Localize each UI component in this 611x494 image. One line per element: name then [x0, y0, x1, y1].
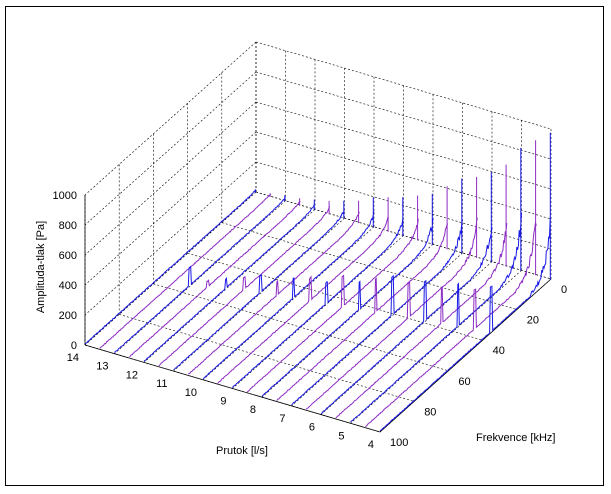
x-tick-label: 60 — [458, 376, 470, 388]
y-tick-label: 6 — [309, 422, 315, 434]
grid-line — [187, 252, 483, 341]
z-tick-label: 0 — [71, 340, 77, 352]
grid-line — [84, 71, 257, 226]
y-tick-label: 13 — [96, 361, 108, 373]
x-axis-label: Frekvence [kHz] — [476, 432, 555, 444]
grid-line — [84, 41, 257, 196]
series-line — [379, 132, 552, 432]
y-tick-label: 12 — [126, 369, 138, 381]
grid-line — [84, 191, 257, 346]
x-tick-label: 40 — [493, 345, 505, 357]
y-tick-label: 7 — [279, 413, 285, 425]
series-line — [173, 200, 345, 371]
series-line — [335, 164, 508, 419]
series-line — [158, 200, 331, 366]
y-tick-label: 14 — [67, 352, 79, 364]
series-line — [276, 186, 449, 401]
y-tick-label: 11 — [156, 378, 167, 390]
series-line — [365, 140, 537, 427]
series-line — [129, 198, 301, 358]
axis-edge — [379, 278, 552, 433]
series-line — [261, 193, 434, 397]
figure-frame: 0 200 400 600 800 1000 4 5 6 7 8 9 10 11 12 13 14 0 20 40 60… — [5, 6, 604, 486]
series-line — [143, 199, 316, 362]
grid — [84, 41, 552, 433]
grid-line — [255, 161, 552, 250]
grid-line — [84, 131, 257, 286]
y-tick-label: 8 — [250, 404, 256, 416]
series-line — [84, 188, 257, 345]
series-line — [291, 178, 463, 406]
grid-line — [255, 71, 552, 160]
spectra-series — [84, 132, 552, 432]
z-tick-label: 800 — [59, 220, 77, 232]
z-tick-label: 200 — [59, 310, 77, 322]
z-axis-label: Amplituda-tlak [Pa] — [35, 221, 47, 313]
series-line — [232, 197, 404, 389]
y-tick-label: 5 — [338, 430, 344, 442]
x-tick-label: 0 — [561, 284, 567, 296]
x-tick-label: 100 — [390, 437, 408, 449]
series-line — [350, 147, 522, 423]
waterfall-chart: 0200400600800100045678910111213140204060… — [35, 41, 568, 457]
series-line — [305, 176, 478, 410]
x-tick-label: 20 — [527, 315, 539, 327]
grid-line — [255, 101, 552, 190]
tick-labels: 0200400600800100045678910111213140204060… — [53, 190, 568, 451]
y-tick-label: 9 — [220, 396, 226, 408]
grid-line — [119, 314, 415, 402]
axis-edge — [84, 344, 381, 433]
series-line — [99, 193, 272, 349]
z-tick-label: 600 — [59, 250, 77, 262]
grid-line — [84, 161, 257, 316]
z-tick-label: 400 — [59, 280, 77, 292]
grid-line — [255, 131, 552, 220]
series-line — [320, 172, 493, 414]
y-tick-label: 4 — [368, 439, 374, 451]
series-line — [188, 200, 360, 375]
series-line — [217, 197, 390, 384]
y-axis-label: Prutok [l/s] — [216, 445, 268, 457]
series-line — [246, 195, 419, 393]
series-line — [202, 197, 375, 379]
grid-line — [255, 41, 552, 130]
y-tick-label: 10 — [185, 387, 197, 399]
series-line — [114, 195, 286, 353]
x-tick-label: 80 — [424, 406, 436, 418]
z-tick-label: 1000 — [53, 190, 77, 202]
